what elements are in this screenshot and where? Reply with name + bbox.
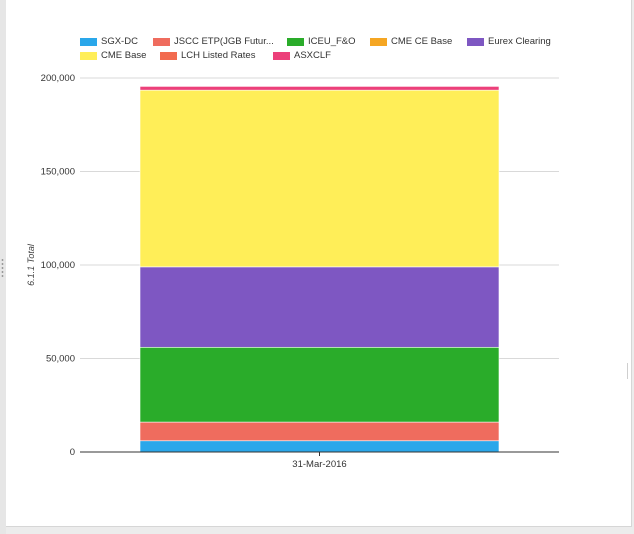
bar-segment-asxclf — [139, 86, 500, 91]
x-tick-label: 31-Mar-2016 — [292, 459, 346, 470]
y-tick-label: 0 — [70, 447, 75, 458]
legend-item-cme-ce-base[interactable]: CME CE Base — [370, 36, 452, 47]
chart-legend: SGX-DC JSCC ETP(JGB Futur... ICEU_F&O CM… — [80, 36, 580, 64]
legend-item-iceu-fo[interactable]: ICEU_F&O — [287, 36, 356, 47]
y-tick-label: 100,000 — [41, 260, 75, 271]
legend-swatch — [80, 51, 97, 60]
legend-item-lch-listed-rates[interactable]: LCH Listed Rates — [160, 50, 255, 61]
bar-segment-eurex-clearing — [139, 266, 500, 348]
y-tick-label: 200,000 — [41, 73, 75, 84]
legend-swatch — [80, 37, 97, 46]
bar-stack — [139, 86, 500, 453]
bar-segment-cme-base — [139, 89, 500, 268]
legend-swatch — [287, 37, 304, 46]
legend-swatch — [467, 37, 484, 46]
legend-label: CME Base — [101, 50, 147, 61]
axes — [80, 451, 559, 456]
bar-segment-iceu-f-o — [139, 346, 500, 423]
y-tick-label: 50,000 — [46, 354, 75, 365]
x-tick-labels: 31-Mar-2016 — [292, 459, 346, 470]
legend-swatch — [160, 51, 177, 60]
bar-segment-jscc-etp-jgb-futur- — [139, 421, 500, 442]
y-axis-label: 6.1.1 Total — [26, 243, 36, 286]
bar-segment-sgx-dc — [139, 440, 500, 453]
legend-label: SGX-DC — [101, 36, 138, 47]
legend-item-eurex-clearing[interactable]: Eurex Clearing — [467, 36, 551, 47]
legend-label: ICEU_F&O — [308, 36, 356, 47]
legend-item-cme-base[interactable]: CME Base — [80, 50, 146, 61]
legend-swatch — [153, 37, 170, 46]
scrollbar-indicator[interactable] — [627, 363, 628, 379]
legend-label: Eurex Clearing — [488, 36, 551, 47]
y-tick-labels: 0 50,000 100,000 150,000 200,000 — [41, 73, 75, 458]
legend-label: LCH Listed Rates — [181, 50, 256, 61]
y-tick-label: 150,000 — [41, 167, 75, 178]
legend-swatch — [370, 37, 387, 46]
legend-row-2: CME Base LCH Listed Rates ASXCLF — [80, 50, 580, 64]
legend-item-sgx-dc[interactable]: SGX-DC — [80, 36, 138, 47]
legend-label: JSCC ETP(JGB Futur... — [174, 36, 274, 47]
left-strip — [0, 0, 6, 534]
legend-label: ASXCLF — [294, 50, 331, 61]
legend-swatch — [273, 51, 290, 60]
legend-row-1: SGX-DC JSCC ETP(JGB Futur... ICEU_F&O CM… — [80, 36, 580, 50]
legend-item-jscc-etp[interactable]: JSCC ETP(JGB Futur... — [153, 36, 274, 47]
resize-handle[interactable] — [1, 258, 4, 278]
legend-label: CME CE Base — [391, 36, 453, 47]
legend-item-asxclf[interactable]: ASXCLF — [273, 50, 331, 61]
